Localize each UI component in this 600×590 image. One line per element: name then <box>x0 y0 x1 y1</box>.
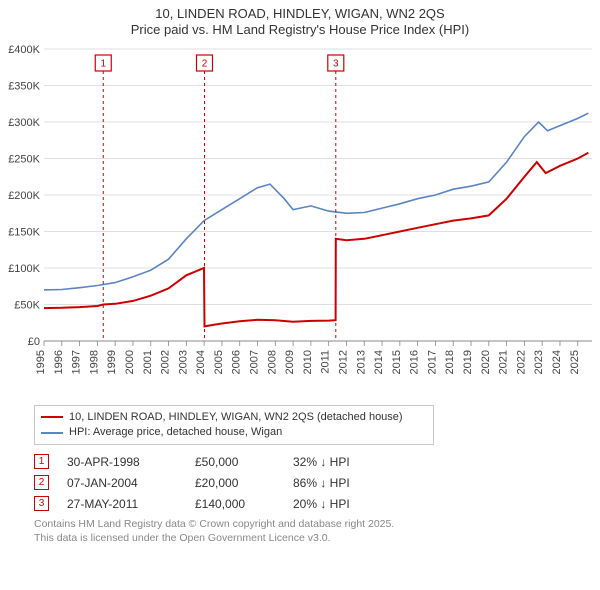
x-tick-label: 2010 <box>302 350 314 374</box>
legend-row: 10, LINDEN ROAD, HINDLEY, WIGAN, WN2 2QS… <box>41 410 427 425</box>
x-tick-label: 1996 <box>53 350 65 374</box>
legend-label: 10, LINDEN ROAD, HINDLEY, WIGAN, WN2 2QS… <box>69 410 403 425</box>
footnote: Contains HM Land Registry data © Crown c… <box>34 518 592 545</box>
x-tick-label: 1995 <box>35 350 47 374</box>
y-tick-label: £150K <box>8 226 40 238</box>
x-tick-label: 2011 <box>320 350 332 374</box>
x-tick-label: 2021 <box>498 350 510 374</box>
sale-delta: 86% ↓ HPI <box>293 476 383 490</box>
title-block: 10, LINDEN ROAD, HINDLEY, WIGAN, WN2 2QS… <box>0 0 600 41</box>
sale-marker-icon: 3 <box>34 496 49 511</box>
sale-delta: 32% ↓ HPI <box>293 455 383 469</box>
sale-price: £140,000 <box>195 497 275 511</box>
x-tick-label: 2025 <box>569 350 581 374</box>
sale-marker-icon: 2 <box>34 475 49 490</box>
x-tick-label: 2014 <box>373 350 385 374</box>
sale-row: 2 07-JAN-2004 £20,000 86% ↓ HPI <box>34 472 592 493</box>
x-tick-label: 2024 <box>551 350 563 374</box>
y-tick-label: £300K <box>8 117 40 129</box>
x-tick-label: 2005 <box>213 350 225 374</box>
y-tick-label: £400K <box>8 44 40 56</box>
series-line <box>44 152 588 326</box>
footnote-line-1: Contains HM Land Registry data © Crown c… <box>34 518 592 532</box>
legend-label: HPI: Average price, detached house, Wiga… <box>69 425 282 440</box>
x-tick-label: 2009 <box>284 350 296 374</box>
sale-marker-number: 1 <box>100 58 106 69</box>
x-tick-label: 2003 <box>177 350 189 374</box>
sale-price: £20,000 <box>195 476 275 490</box>
sale-price: £50,000 <box>195 455 275 469</box>
x-tick-label: 1998 <box>88 350 100 374</box>
sale-date: 27-MAY-2011 <box>67 497 177 511</box>
x-tick-label: 2000 <box>124 350 136 374</box>
y-tick-label: £0 <box>28 336 40 348</box>
x-tick-label: 2019 <box>462 350 474 374</box>
x-tick-label: 2007 <box>249 350 261 374</box>
title-line-2: Price paid vs. HM Land Registry's House … <box>8 22 592 38</box>
x-tick-label: 1999 <box>106 350 118 374</box>
y-tick-label: £100K <box>8 263 40 275</box>
sale-marker-icon: 1 <box>34 454 49 469</box>
legend: 10, LINDEN ROAD, HINDLEY, WIGAN, WN2 2QS… <box>34 405 434 446</box>
x-tick-label: 2013 <box>355 350 367 374</box>
x-tick-label: 2004 <box>195 350 207 374</box>
chart-area: £0 £50K £100K £150K £200K £250K £300K £350K £400… <box>0 41 600 401</box>
y-tick-label: £200K <box>8 190 40 202</box>
x-tick-label: 2018 <box>444 350 456 374</box>
x-tick-label: 2020 <box>480 349 492 373</box>
x-tick-label: 2023 <box>533 350 545 374</box>
x-tick-label: 2012 <box>337 350 349 374</box>
x-tick-label: 2016 <box>409 350 421 374</box>
sale-date: 07-JAN-2004 <box>67 476 177 490</box>
y-tick-label: £350K <box>8 80 40 92</box>
sales-table: 1 30-APR-1998 £50,000 32% ↓ HPI 2 07-JAN-2004… <box>34 451 592 514</box>
legend-swatch <box>41 416 63 418</box>
x-tick-label: 2002 <box>160 350 172 374</box>
sale-marker-number: 2 <box>202 58 208 69</box>
sale-marker-number: 3 <box>333 58 339 69</box>
x-tick-label: 2001 <box>142 350 154 374</box>
x-tick-label: 2006 <box>231 350 243 374</box>
x-tick-label: 2008 <box>266 350 278 374</box>
sale-date: 30-APR-1998 <box>67 455 177 469</box>
x-tick-label: 1997 <box>71 350 83 374</box>
sale-delta: 20% ↓ HPI <box>293 497 383 511</box>
series-line <box>44 113 588 290</box>
x-tick-label: 2017 <box>426 350 438 374</box>
chart-container: 10, LINDEN ROAD, HINDLEY, WIGAN, WN2 2QS… <box>0 0 600 546</box>
chart-svg: £0 £50K £100K £150K £200K £250K £300K £350K £400… <box>0 41 600 401</box>
sale-row: 1 30-APR-1998 £50,000 32% ↓ HPI <box>34 451 592 472</box>
legend-row: HPI: Average price, detached house, Wiga… <box>41 425 427 440</box>
sale-row: 3 27-MAY-2011 £140,000 20% ↓ HPI <box>34 493 592 514</box>
footnote-line-2: This data is licensed under the Open Gov… <box>34 532 592 546</box>
x-tick-label: 2022 <box>515 350 527 374</box>
legend-swatch <box>41 432 63 434</box>
y-tick-label: £250K <box>8 153 40 165</box>
y-tick-label: £50K <box>14 299 40 311</box>
title-line-1: 10, LINDEN ROAD, HINDLEY, WIGAN, WN2 2QS <box>8 6 592 22</box>
x-tick-label: 2015 <box>391 350 403 374</box>
